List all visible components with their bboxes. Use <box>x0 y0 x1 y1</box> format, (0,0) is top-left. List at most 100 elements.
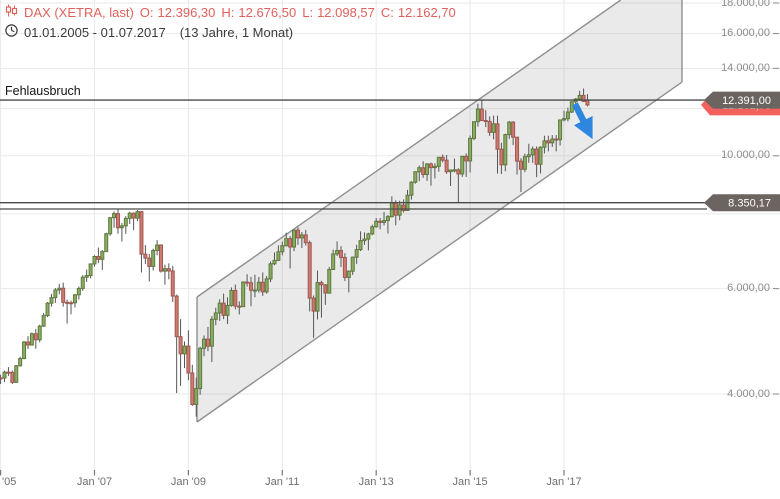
candle-2015-12 <box>511 121 516 138</box>
candle-2009-01 <box>186 345 191 374</box>
candle-2008-11 <box>178 336 183 355</box>
candle-2007-01 <box>92 256 97 265</box>
low-label: L: <box>302 4 314 20</box>
candle-2016-12 <box>558 119 563 141</box>
candle-2017-06 <box>581 94 586 102</box>
duration: (13 Jahre, 1 Monat) <box>179 24 294 40</box>
candle-2005-05 <box>14 365 19 383</box>
candle-2012-02 <box>331 253 336 270</box>
down-arrow-annotation[interactable] <box>572 102 593 140</box>
candle-2010-10 <box>268 263 273 280</box>
candle-2016-06 <box>534 148 539 165</box>
date-range: 01.01.2005 - 01.07.2017 <box>24 24 166 40</box>
candle-2012-04 <box>338 250 343 259</box>
candle-2014-06 <box>440 156 445 161</box>
candle-2007-06 <box>112 213 117 219</box>
close-value: 12.162,70 <box>397 4 456 20</box>
candle-2015-11 <box>507 121 512 136</box>
candle-2011-03 <box>288 238 293 248</box>
candle-2010-12 <box>276 251 281 261</box>
candle-2016-02 <box>518 160 523 170</box>
candle-2007-02 <box>96 256 101 260</box>
instrument-header: DAX (XETRA, last) O: 12.396,30 H: 12.676,5… <box>5 4 456 20</box>
candle-2016-09 <box>546 140 551 144</box>
candle-2014-10 <box>456 169 461 175</box>
trend-channel-border[interactable] <box>196 0 622 298</box>
candle-2015-05 <box>483 120 488 123</box>
candle-2013-03 <box>382 220 387 223</box>
candle-2008-06 <box>159 244 164 272</box>
candle-2005-06 <box>18 358 23 367</box>
candle-2008-03 <box>147 257 152 267</box>
candle-2008-05 <box>155 244 160 251</box>
clock-icon <box>5 24 18 40</box>
candle-2013-02 <box>378 220 383 223</box>
candle-2011-11 <box>319 282 324 286</box>
candle-2013-12 <box>417 167 422 173</box>
candle-2009-10 <box>221 302 226 316</box>
high-label: H: <box>221 4 235 20</box>
candle-2006-06 <box>65 301 70 304</box>
candle-2013-04 <box>385 216 390 222</box>
candle-2013-08 <box>401 204 406 212</box>
candle-2013-01 <box>374 220 379 228</box>
candle-2016-05 <box>530 148 535 156</box>
candle-2007-05 <box>108 217 113 235</box>
candle-2014-03 <box>428 163 433 169</box>
open-label: O: <box>139 4 154 20</box>
candle-2010-09 <box>264 278 269 293</box>
candle-2008-09 <box>170 270 175 297</box>
candle-2009-09 <box>217 302 222 314</box>
candle-2013-10 <box>409 181 414 196</box>
candle-2016-01 <box>515 136 520 162</box>
candle-2005-01 <box>0 377 3 380</box>
line-price-badge-text: 8.350,17 <box>728 198 771 210</box>
candle-2009-03 <box>194 388 199 405</box>
candle-2011-09 <box>311 297 316 312</box>
candle-2009-05 <box>202 338 207 349</box>
candle-2008-04 <box>151 249 156 267</box>
instrument-name[interactable]: DAX (XETRA, last) <box>24 4 134 20</box>
candle-2006-12 <box>88 263 93 277</box>
trend-channel-fill[interactable] <box>197 0 682 422</box>
candle-2012-07 <box>350 256 355 272</box>
open-value: 12.396,30 <box>157 4 216 20</box>
candle-2014-08 <box>448 169 453 173</box>
candle-2012-10 <box>362 238 367 242</box>
candle-2015-07 <box>491 123 496 133</box>
candle-2015-02 <box>472 121 477 139</box>
candle-2014-09 <box>452 169 457 172</box>
candle-2006-02 <box>49 297 54 304</box>
candle-2016-04 <box>526 154 531 158</box>
candle-2005-03 <box>6 371 11 374</box>
candle-2010-01 <box>233 289 238 307</box>
trend-channel-border[interactable] <box>196 81 683 423</box>
candle-2017-01 <box>562 118 566 121</box>
annotation-text[interactable]: Fehlausbruch <box>5 84 81 98</box>
candle-2005-08 <box>25 341 30 346</box>
high-value: 12.676,50 <box>238 4 297 20</box>
candle-2009-02 <box>190 372 195 405</box>
candle-2015-09 <box>499 148 504 166</box>
candle-2006-01 <box>45 302 50 317</box>
candle-2007-04 <box>104 233 109 253</box>
candle-2006-11 <box>84 275 89 278</box>
candle-2011-10 <box>315 282 320 312</box>
candle-2011-08 <box>307 242 312 299</box>
candle-2015-03 <box>475 108 480 123</box>
candle-2011-04 <box>292 229 297 248</box>
candle-2014-01 <box>421 167 426 176</box>
candle-2016-11 <box>554 138 559 141</box>
candle-2013-05 <box>389 202 394 218</box>
line-price-badge <box>704 194 780 212</box>
candle-2008-08 <box>166 268 171 272</box>
candle-2011-05 <box>295 229 300 239</box>
line-price-badge-text: 12.391,00 <box>722 95 771 107</box>
candle-2012-12 <box>370 226 375 235</box>
candle-2016-07 <box>538 146 543 165</box>
candle-2010-11 <box>272 259 277 265</box>
candle-2015-06 <box>487 120 492 133</box>
candle-2005-07 <box>22 341 27 360</box>
